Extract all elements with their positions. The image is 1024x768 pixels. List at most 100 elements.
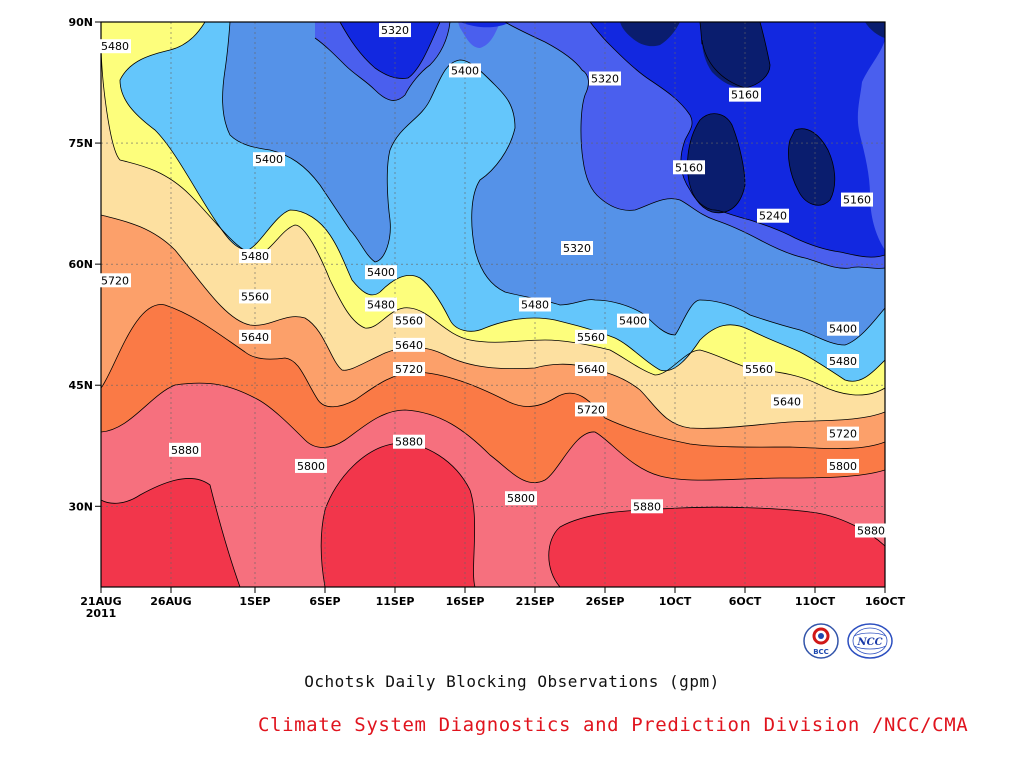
x-tick-label: 26AUG — [150, 595, 191, 608]
svg-text:NCC: NCC — [856, 637, 882, 648]
contour-label-value: 5240 — [759, 210, 787, 223]
contour-label-value: 5400 — [451, 64, 479, 77]
contour-label-value: 5480 — [829, 355, 857, 368]
contour-label: 5640 — [393, 337, 425, 352]
contour-label: 5480 — [365, 297, 397, 312]
ncc-logo: NCC — [847, 623, 893, 659]
contour-label-value: 5720 — [101, 274, 129, 287]
contour-label-value: 5480 — [367, 299, 395, 312]
contour-label: 5720 — [575, 402, 607, 417]
contour-label: 5480 — [99, 39, 131, 54]
contour-line-5240 — [339, 22, 885, 258]
contour-label-value: 5640 — [577, 363, 605, 376]
contour-label-box — [827, 426, 859, 441]
y-tick-label: 60N — [68, 258, 93, 271]
contour-label: 5400 — [827, 321, 859, 336]
contour-label-box — [253, 152, 285, 167]
contour-label: 5480 — [519, 297, 551, 312]
chart-title: Ochotsk Daily Blocking Observations (gpm… — [304, 672, 720, 691]
contour-label: 5880 — [393, 434, 425, 449]
x-tick-label: 1SEP — [239, 595, 270, 608]
contour-label-box — [99, 39, 131, 54]
x-tick-label: 26SEP — [586, 595, 625, 608]
contour-label-box — [449, 63, 481, 78]
contour-label-box — [617, 313, 649, 328]
x-tick-label: 11SEP — [376, 595, 415, 608]
x-tick-label: 6OCT — [729, 595, 762, 608]
contour-label-value: 5800 — [507, 492, 535, 505]
contour-label-box — [827, 321, 859, 336]
contour-label-value: 5800 — [297, 460, 325, 473]
contour-label-value: 5160 — [675, 161, 703, 174]
contour-label: 5560 — [393, 313, 425, 328]
contour-label-box — [589, 71, 621, 86]
x-tick-year-label: 2011 — [86, 607, 117, 620]
svg-text:BCC: BCC — [813, 648, 829, 656]
contour-label-box — [757, 208, 789, 223]
contour-label: 5240 — [757, 208, 789, 223]
contour-label-value: 5320 — [563, 242, 591, 255]
contour-label: 5480 — [239, 249, 271, 263]
contour-label: 5640 — [575, 362, 607, 377]
contour-label: 5400 — [253, 152, 285, 167]
contour-label-value: 5160 — [731, 89, 759, 102]
contour-label-value: 5640 — [395, 339, 423, 352]
contour-label-box — [519, 297, 551, 312]
contour-label: 5160 — [729, 87, 761, 102]
contour-label: 5160 — [841, 192, 873, 207]
contour-label-box — [239, 289, 271, 304]
contour-label-value: 5560 — [241, 290, 269, 303]
contour-label: 5320 — [379, 23, 411, 37]
contour-label-box — [729, 87, 761, 102]
contour-label-value: 5160 — [843, 194, 871, 207]
contour-label: 5800 — [505, 491, 537, 506]
contour-line-5640 — [101, 214, 885, 429]
contour-label-box — [239, 329, 271, 344]
contour-label: 5880 — [631, 499, 663, 514]
contour-label: 5640 — [239, 329, 271, 344]
contour-label-value: 5560 — [395, 315, 423, 328]
contour-label-box — [561, 241, 593, 255]
contour-label-box — [365, 265, 397, 280]
contour-label-box — [771, 394, 803, 409]
x-tick-label: 16SEP — [446, 595, 485, 608]
contour-label-box — [631, 499, 663, 514]
contour-label: 5400 — [365, 265, 397, 280]
contour-label-box — [575, 362, 607, 377]
contour-label-box — [239, 249, 271, 264]
x-tick-label: 21SEP — [516, 595, 555, 608]
contour-label: 5320 — [561, 241, 593, 255]
contour-label: 5720 — [99, 273, 131, 288]
contour-line-5320 — [314, 22, 885, 269]
y-tick-label: 90N — [68, 16, 93, 29]
contour-label-box — [575, 402, 607, 417]
contour-label-box — [169, 442, 201, 457]
contour-label: 5800 — [295, 458, 327, 473]
contour-label-value: 5800 — [829, 460, 857, 473]
contour-label: 5400 — [449, 63, 481, 78]
y-tick-label: 75N — [68, 137, 93, 150]
contour-label-value: 5720 — [577, 403, 605, 416]
contour-label-value: 5720 — [829, 428, 857, 441]
contour-label-value: 5400 — [367, 266, 395, 279]
contour-line-5880a — [101, 478, 241, 587]
contour-label-box — [99, 273, 131, 288]
contour-label-value: 5320 — [381, 24, 409, 37]
band-5080 — [620, 22, 885, 213]
contour-label-value: 5880 — [395, 436, 423, 449]
contour-label-value: 5400 — [829, 323, 857, 336]
y-tick-label: 45N — [68, 379, 93, 392]
contour-label: 5880 — [855, 523, 887, 538]
x-tick-label: 11OCT — [795, 595, 836, 608]
contour-label-box — [743, 362, 775, 377]
contour-label: 5880 — [169, 442, 201, 457]
contour-line-5480 — [119, 22, 885, 382]
contour-label-value: 5720 — [395, 363, 423, 376]
contour-label-box — [393, 434, 425, 449]
contour-label-box — [393, 337, 425, 352]
contour-label: 5160 — [673, 160, 705, 175]
contour-label: 5560 — [239, 289, 271, 304]
contour-line-5560 — [101, 39, 885, 396]
contour-label-box — [505, 491, 537, 506]
